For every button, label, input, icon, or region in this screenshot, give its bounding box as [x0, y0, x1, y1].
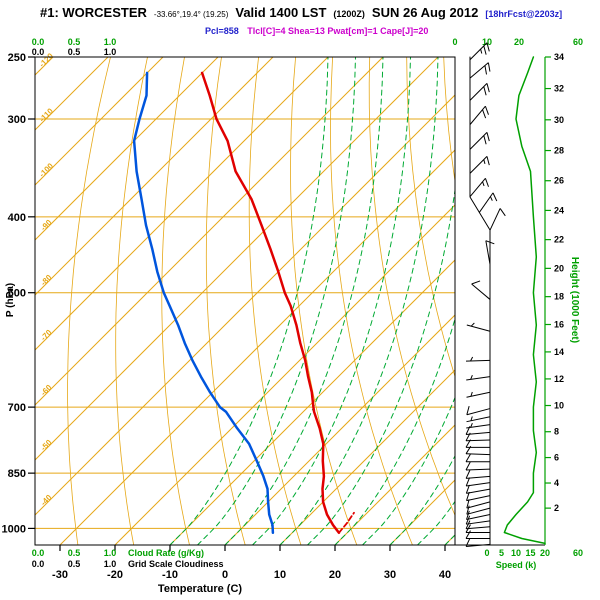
svg-text:10: 10	[511, 548, 521, 558]
svg-text:-70: -70	[39, 328, 54, 343]
svg-text:20: 20	[329, 569, 341, 581]
grid-lines	[35, 57, 455, 545]
svg-text:20: 20	[554, 263, 564, 273]
svg-text:20: 20	[540, 548, 550, 558]
svg-text:24: 24	[554, 205, 564, 215]
svg-text:1.0: 1.0	[104, 559, 117, 569]
station-coords: -33.66°,19.4° (19.25)	[153, 10, 229, 19]
svg-text:6: 6	[554, 453, 559, 463]
cloud-scales: 0.00.00.00.00.50.50.50.51.01.01.01.0Clou…	[32, 37, 224, 569]
svg-text:-20: -20	[107, 569, 123, 581]
svg-text:-100: -100	[37, 161, 55, 179]
wind-barbs	[465, 42, 506, 547]
temperature-axis: -30 -20 -10 0 10 20 30 40 Temperature (C)	[52, 545, 451, 595]
dewpoint-curve	[132, 71, 275, 535]
title-bar: #1: WORCESTER -33.66°,19.4° (19.25) Vali…	[40, 5, 562, 20]
svg-text:20: 20	[514, 37, 524, 47]
svg-text:2: 2	[554, 503, 559, 513]
svg-text:0.5: 0.5	[68, 37, 81, 47]
sounding-curves	[132, 71, 355, 535]
svg-text:-90: -90	[39, 218, 54, 233]
svg-text:30: 30	[554, 115, 564, 125]
indices-left: Pcl=858	[205, 26, 239, 36]
svg-text:-50: -50	[39, 438, 54, 453]
svg-text:0.0: 0.0	[32, 37, 45, 47]
svg-text:0: 0	[222, 569, 228, 581]
forecast-tag: [18hrFcst@2203z]	[485, 9, 563, 19]
svg-text:40: 40	[439, 569, 451, 581]
svg-text:28: 28	[554, 146, 564, 156]
valid-date: SUN 26 Aug 2012	[371, 5, 479, 20]
svg-text:850: 850	[8, 468, 26, 480]
svg-text:4: 4	[554, 478, 559, 488]
svg-text:1.0: 1.0	[104, 47, 117, 57]
svg-text:10: 10	[274, 569, 286, 581]
temperature-curve	[200, 71, 341, 535]
svg-text:0: 0	[452, 37, 457, 47]
pressure-axis: 250 300 400 500 700 850 1000 P (hPa)	[2, 52, 35, 535]
indices-right: Tlcl[C]=4 Shea=13 Pwat[cm]=1 Cape[J]=20	[247, 26, 429, 36]
wind-speed-curve	[503, 56, 546, 545]
valid-utc: (1200Z)	[333, 9, 365, 19]
svg-text:0.0: 0.0	[32, 559, 45, 569]
svg-text:0.5: 0.5	[68, 559, 81, 569]
svg-text:400: 400	[8, 212, 26, 224]
svg-text:1.0: 1.0	[104, 37, 117, 47]
svg-text:300: 300	[8, 114, 26, 126]
grid-cloudiness-label: Grid Scale Cloudiness	[128, 559, 224, 569]
station-title: #1: WORCESTER	[40, 5, 147, 20]
svg-text:0.5: 0.5	[68, 548, 81, 558]
svg-text:16: 16	[554, 319, 564, 329]
svg-text:14: 14	[554, 347, 564, 357]
svg-text:32: 32	[554, 84, 564, 94]
cloud-rate-label: Cloud Rate (g/Kg)	[128, 548, 204, 558]
svg-text:1.0: 1.0	[104, 548, 117, 558]
svg-text:-110: -110	[38, 106, 56, 124]
svg-text:-80: -80	[39, 273, 54, 288]
valid-time: Valid 1400 LST	[235, 5, 327, 20]
svg-text:-30: -30	[52, 569, 68, 581]
svg-text:60: 60	[573, 548, 583, 558]
svg-text:60: 60	[573, 37, 583, 47]
svg-text:500: 500	[8, 288, 26, 300]
plot-frame	[34, 56, 545, 546]
height-axis-title: Height (1000 Feet)	[569, 257, 580, 343]
pressure-axis-title: P (hPa)	[5, 283, 16, 317]
svg-text:10: 10	[554, 401, 564, 411]
svg-text:5: 5	[499, 548, 504, 558]
svg-text:34: 34	[554, 52, 564, 62]
svg-text:700: 700	[8, 402, 26, 414]
svg-text:12: 12	[554, 374, 564, 384]
svg-text:-10: -10	[162, 569, 178, 581]
svg-text:18: 18	[554, 292, 564, 302]
svg-text:0.0: 0.0	[32, 47, 45, 57]
svg-text:0.0: 0.0	[32, 548, 45, 558]
parcel-curve	[337, 511, 355, 534]
svg-text:0.5: 0.5	[68, 47, 81, 57]
svg-text:-60: -60	[39, 383, 54, 398]
svg-text:30: 30	[384, 569, 396, 581]
svg-text:10: 10	[482, 37, 492, 47]
temperature-axis-title: Temperature (C)	[158, 583, 242, 595]
svg-text:1000: 1000	[2, 523, 26, 535]
svg-text:-40: -40	[39, 493, 54, 508]
svg-text:26: 26	[554, 176, 564, 186]
svg-text:22: 22	[554, 235, 564, 245]
indices-line: Pcl=858 Tlcl[C]=4 Shea=13 Pwat[cm]=1 Cap…	[205, 26, 428, 36]
svg-text:0: 0	[484, 548, 489, 558]
svg-text:250: 250	[8, 52, 26, 64]
svg-text:8: 8	[554, 427, 559, 437]
speed-axis-title: Speed (k)	[496, 560, 537, 570]
svg-text:15: 15	[525, 548, 535, 558]
